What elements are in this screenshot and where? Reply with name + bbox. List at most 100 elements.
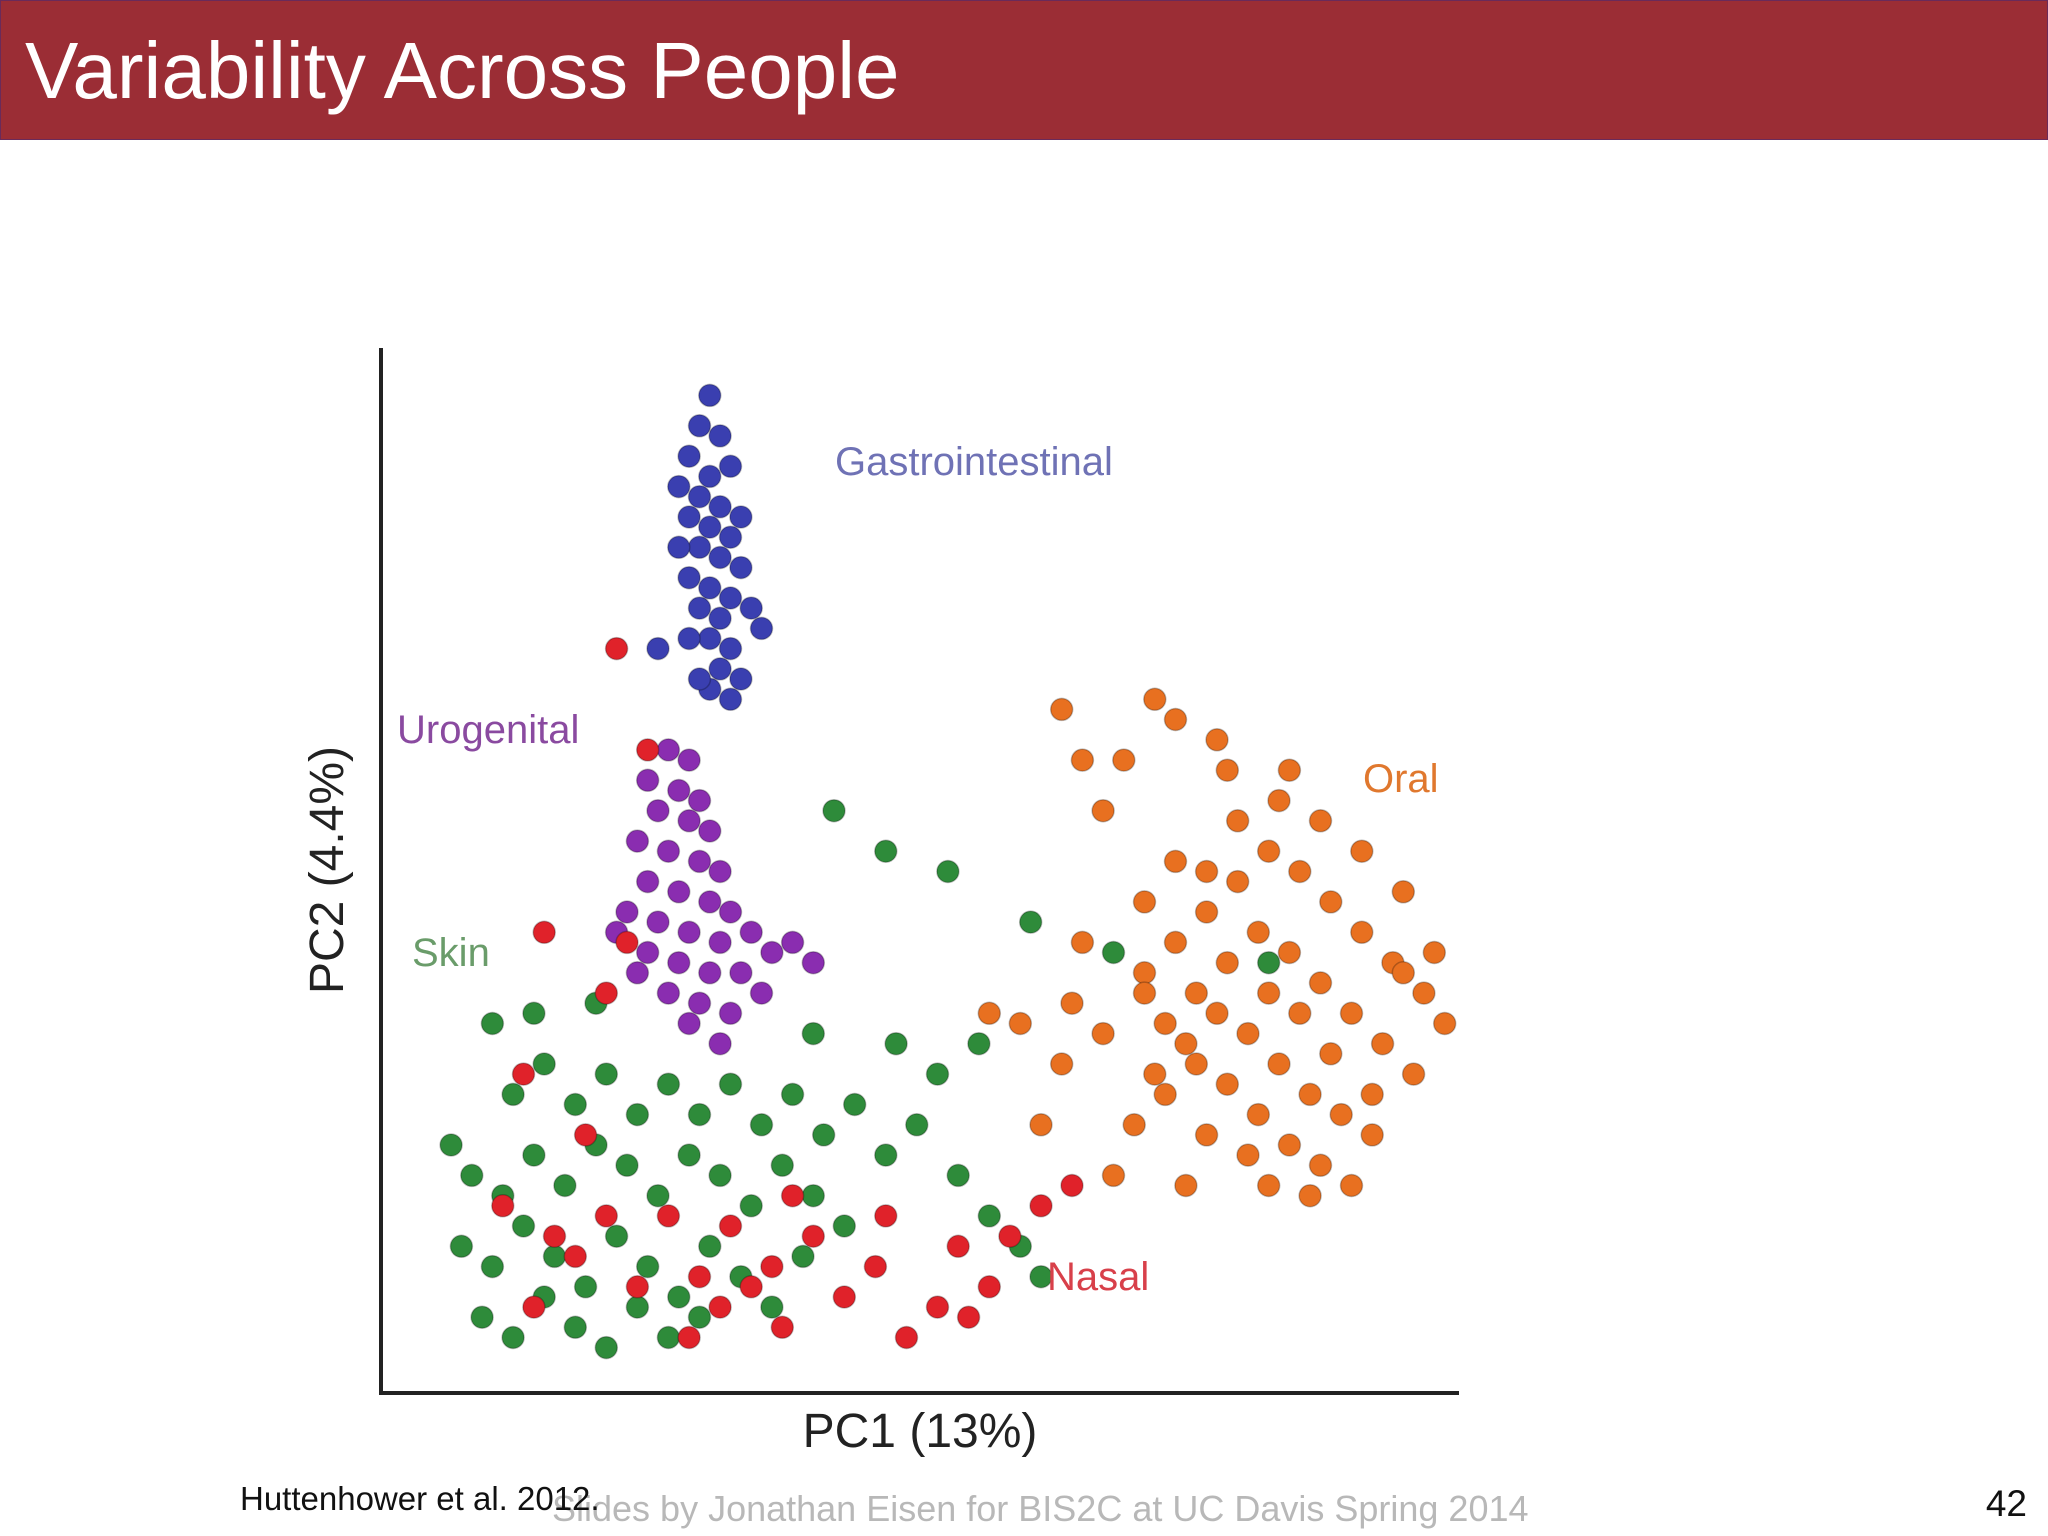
point-oral-47 bbox=[1132, 890, 1157, 914]
point-gastrointestinal-4 bbox=[718, 454, 743, 479]
point-urogenital-17 bbox=[646, 910, 670, 934]
point-nasal-23 bbox=[977, 1275, 1002, 1299]
point-oral-42 bbox=[1308, 809, 1333, 833]
point-urogenital-10 bbox=[687, 849, 712, 874]
point-skin-41 bbox=[749, 1113, 774, 1137]
point-oral-39 bbox=[1060, 991, 1084, 1015]
point-oral-67 bbox=[1256, 981, 1281, 1005]
point-urogenital-8 bbox=[625, 829, 650, 853]
point-oral-66 bbox=[1319, 1042, 1343, 1066]
point-urogenital-35 bbox=[708, 1031, 732, 1056]
point-gastrointestinal-14 bbox=[667, 535, 691, 560]
point-gastrointestinal-1 bbox=[687, 414, 712, 438]
point-skin-34 bbox=[532, 1052, 556, 1076]
point-gastrointestinal-10 bbox=[677, 505, 701, 529]
point-oral-48 bbox=[1091, 798, 1115, 823]
point-nasal-28 bbox=[522, 1295, 546, 1319]
point-nasal-29 bbox=[563, 1244, 588, 1269]
point-gastrointestinal-12 bbox=[718, 525, 743, 549]
point-gastrointestinal-18 bbox=[698, 576, 722, 600]
point-nasal-11 bbox=[656, 1204, 681, 1228]
point-nasal-27 bbox=[956, 1305, 981, 1329]
point-nasal-19 bbox=[863, 1254, 888, 1279]
point-skin-42 bbox=[780, 1082, 805, 1107]
point-nasal-20 bbox=[894, 1325, 919, 1350]
point-urogenital-14 bbox=[698, 890, 722, 914]
point-oral-11 bbox=[1184, 981, 1209, 1005]
point-skin-13 bbox=[449, 1234, 474, 1259]
point-nasal-18 bbox=[832, 1285, 857, 1309]
point-oral-40 bbox=[1225, 809, 1250, 833]
point-urogenital-31 bbox=[801, 950, 826, 975]
point-oral-49 bbox=[1070, 748, 1095, 772]
point-gastrointestinal-16 bbox=[729, 555, 753, 580]
point-gastrointestinal-9 bbox=[729, 505, 753, 529]
point-skin-36 bbox=[594, 1062, 619, 1086]
point-oral-36 bbox=[1049, 1052, 1074, 1076]
point-gastrointestinal-5 bbox=[698, 464, 722, 489]
point-skin-10 bbox=[770, 1153, 795, 1178]
point-skin-46 bbox=[905, 1113, 929, 1137]
point-urogenital-9 bbox=[656, 839, 681, 863]
point-skin-12 bbox=[832, 1214, 857, 1238]
point-skin-56 bbox=[1018, 910, 1043, 934]
point-urogenital-22 bbox=[635, 940, 660, 965]
point-oral-64 bbox=[1194, 1123, 1219, 1147]
point-oral-10 bbox=[1153, 1011, 1177, 1036]
point-skin-24 bbox=[791, 1244, 815, 1269]
point-urogenital-34 bbox=[625, 961, 650, 985]
point-oral-22 bbox=[1236, 1021, 1260, 1046]
point-urogenital-19 bbox=[708, 930, 732, 955]
point-nasal-10 bbox=[625, 1275, 650, 1299]
point-oral-9 bbox=[1412, 981, 1436, 1005]
point-oral-29 bbox=[1184, 1052, 1209, 1076]
point-oral-50 bbox=[1112, 748, 1136, 772]
point-skin-21 bbox=[698, 1234, 722, 1259]
point-oral-26 bbox=[1360, 1123, 1384, 1147]
point-skin-64 bbox=[967, 1031, 991, 1056]
point-oral-28 bbox=[1153, 1082, 1177, 1107]
cluster-label-urogenital: Urogenital bbox=[397, 708, 579, 752]
point-skin-60 bbox=[874, 839, 898, 863]
point-oral-53 bbox=[1205, 728, 1229, 752]
point-oral-56 bbox=[1215, 758, 1240, 782]
point-oral-41 bbox=[1267, 788, 1291, 813]
point-urogenital-26 bbox=[780, 930, 805, 955]
point-skin-8 bbox=[708, 1163, 732, 1188]
point-gastrointestinal-8 bbox=[708, 495, 732, 519]
point-oral-70 bbox=[1391, 961, 1416, 985]
point-oral-13 bbox=[1246, 920, 1271, 945]
point-oral-1 bbox=[1163, 930, 1188, 955]
point-skin-40 bbox=[718, 1072, 743, 1096]
point-skin-54 bbox=[801, 1021, 826, 1046]
point-oral-58 bbox=[1029, 1113, 1053, 1137]
point-nasal-24 bbox=[998, 1224, 1022, 1248]
cluster-label-gastrointestinal: Gastrointestinal bbox=[835, 440, 1113, 484]
point-oral-24 bbox=[1298, 1082, 1322, 1107]
series-nasal bbox=[491, 636, 1084, 1350]
point-skin-55 bbox=[884, 1031, 908, 1056]
point-urogenital-23 bbox=[667, 950, 691, 975]
point-gastrointestinal-21 bbox=[708, 606, 732, 631]
point-oral-51 bbox=[1049, 697, 1074, 722]
page-number: 42 bbox=[1985, 1483, 2027, 1524]
point-nasal-25 bbox=[1029, 1194, 1053, 1218]
point-oral-3 bbox=[1225, 869, 1250, 894]
point-oral-43 bbox=[1350, 839, 1374, 863]
point-urogenital-21 bbox=[760, 940, 784, 965]
point-skin-44 bbox=[842, 1092, 867, 1117]
point-urogenital-1 bbox=[677, 748, 701, 772]
point-oral-4 bbox=[1256, 839, 1281, 863]
point-skin-61 bbox=[936, 859, 960, 884]
point-oral-69 bbox=[1360, 1082, 1384, 1107]
point-urogenital-0 bbox=[656, 738, 681, 762]
point-skin-31 bbox=[656, 1325, 681, 1350]
point-oral-5 bbox=[1288, 859, 1312, 884]
point-skin-26 bbox=[501, 1325, 525, 1350]
point-oral-44 bbox=[1391, 880, 1416, 904]
point-urogenital-12 bbox=[635, 869, 660, 894]
point-gastrointestinal-17 bbox=[677, 565, 701, 590]
point-gastrointestinal-20 bbox=[687, 596, 712, 620]
point-oral-57 bbox=[1070, 930, 1095, 955]
